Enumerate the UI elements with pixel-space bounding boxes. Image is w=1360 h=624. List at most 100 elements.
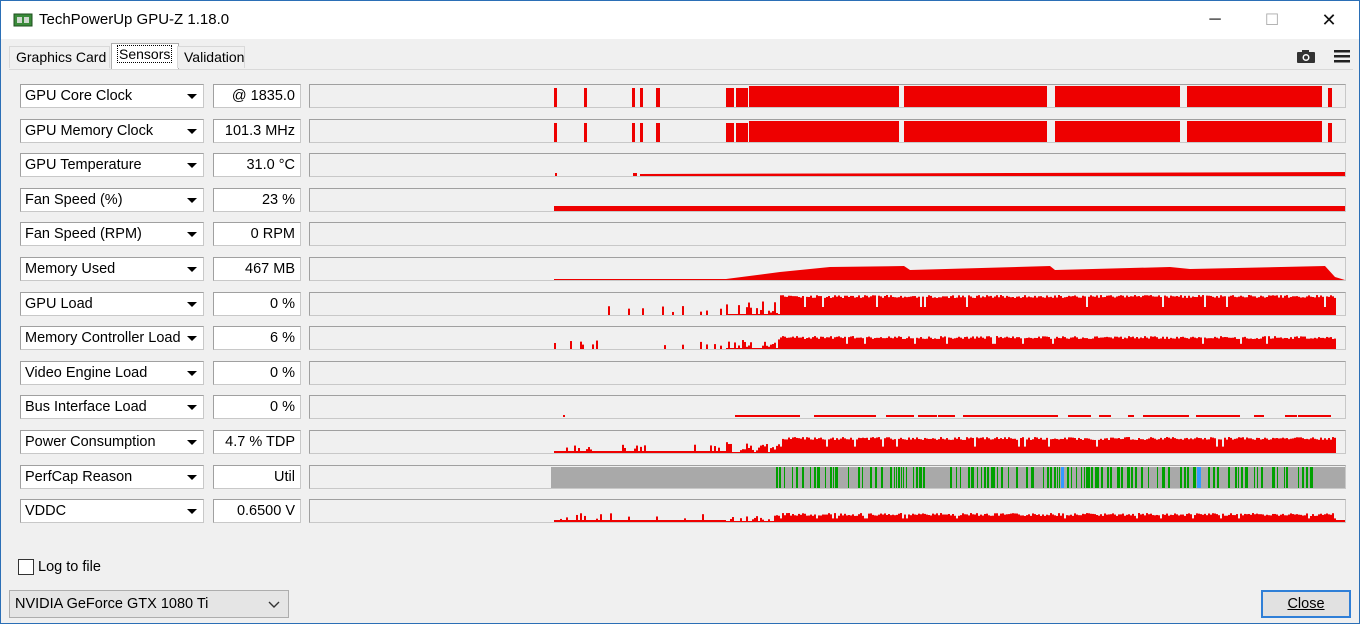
graph-mark — [1334, 338, 1336, 350]
sensor-dropdown[interactable]: GPU Temperature — [20, 153, 204, 178]
graph-mark — [980, 297, 982, 315]
sensor-dropdown[interactable]: Fan Speed (%) — [20, 187, 204, 212]
minimize-button[interactable]: ─ — [1209, 11, 1221, 28]
graph-mark — [584, 88, 587, 107]
graph-mark — [804, 439, 806, 453]
tab-validation[interactable]: Validation — [177, 46, 245, 68]
graph-mark — [1302, 438, 1304, 453]
maximize-button[interactable]: ☐ — [1264, 12, 1280, 29]
graph-mark — [912, 513, 914, 523]
graph-mark — [820, 295, 822, 315]
graph-mark — [1086, 306, 1088, 315]
graph-mark — [660, 451, 662, 453]
menu-icon[interactable] — [1331, 47, 1353, 65]
graph-mark — [1071, 466, 1072, 488]
graph-mark — [600, 451, 602, 453]
graph-mark — [551, 466, 750, 488]
graph-mark — [1170, 338, 1172, 350]
sensor-dropdown[interactable]: Memory Used — [20, 257, 204, 281]
sensor-dropdown[interactable]: GPU Load — [20, 291, 204, 316]
title-bar[interactable]: TechPowerUp GPU-Z 1.18.0 ─ ☐ ✕ — [1, 1, 1359, 39]
graph-mark — [784, 296, 786, 315]
graph-mark — [786, 338, 788, 350]
sensor-dropdown[interactable]: Power Consumption — [20, 430, 204, 454]
graph-mark — [764, 313, 766, 315]
graph-mark — [746, 516, 748, 523]
camera-icon[interactable] — [1295, 47, 1317, 65]
graph-mark — [736, 452, 738, 453]
graph-mark — [692, 451, 694, 453]
graph-mark — [1246, 338, 1248, 350]
graph-mark — [1006, 439, 1008, 453]
graph-mark — [1187, 120, 1322, 142]
graph-mark — [948, 297, 950, 315]
graph-mark — [806, 338, 808, 350]
sensor-dropdown[interactable]: VDDC — [20, 499, 204, 524]
graph-mark — [940, 437, 942, 453]
sensor-dropdown[interactable]: Bus Interface Load — [20, 395, 204, 420]
sensor-dropdown[interactable]: Memory Controller Load — [20, 326, 204, 351]
graph-mark — [1040, 295, 1042, 315]
graph-mark — [1018, 514, 1020, 523]
graph-mark — [1082, 295, 1084, 315]
graph-mark — [1070, 296, 1072, 315]
graph-mark — [1334, 437, 1336, 453]
sensor-dropdown[interactable]: Video Engine Load — [20, 360, 204, 385]
graph-mark — [963, 415, 997, 418]
graph-mark — [668, 451, 670, 453]
graph-mark — [810, 514, 812, 523]
graph-mark — [1050, 296, 1052, 315]
graph-mark — [1216, 295, 1218, 315]
sensor-dropdown[interactable]: GPU Core Clock — [20, 84, 204, 108]
graph-mark — [997, 466, 998, 488]
graph-mark — [896, 515, 898, 523]
close-button[interactable]: Close — [1261, 590, 1351, 618]
tab-sensors[interactable]: Sensors — [111, 43, 179, 69]
graph-mark — [1074, 336, 1076, 350]
graph-mark — [1300, 437, 1302, 453]
graph-mark — [1298, 296, 1300, 315]
graph-mark — [1088, 438, 1090, 453]
close-window-button[interactable]: ✕ — [1321, 9, 1337, 30]
graph-mark — [868, 513, 870, 523]
graph-mark — [774, 515, 776, 523]
tab-graphics-card[interactable]: Graphics Card — [9, 46, 110, 68]
graph-mark — [1222, 446, 1224, 453]
graph-mark — [904, 296, 906, 315]
graph-mark — [946, 438, 948, 453]
graph-mark — [1062, 466, 1064, 488]
graph-mark — [700, 520, 702, 523]
graph-mark — [926, 296, 928, 315]
graph-mark — [816, 294, 818, 315]
graph-mark — [636, 445, 638, 453]
graph-mark — [810, 466, 811, 488]
graph-mark — [558, 451, 560, 453]
graph-mark — [556, 520, 558, 523]
graph-mark — [904, 86, 1047, 107]
graph-mark — [1302, 296, 1304, 315]
graph-mark — [814, 415, 829, 418]
log-to-file-checkbox[interactable] — [18, 559, 34, 575]
graph-mark — [838, 439, 840, 453]
sensor-dropdown[interactable]: GPU Memory Clock — [20, 118, 204, 143]
graph-mark — [606, 451, 608, 453]
graph-mark — [1282, 437, 1284, 453]
graph-mark — [1324, 438, 1326, 453]
graph-mark — [1322, 439, 1324, 453]
graph-mark — [761, 415, 791, 418]
sensor-dropdown[interactable]: Fan Speed (RPM) — [20, 222, 204, 247]
graph-mark — [1322, 296, 1324, 315]
gpu-selector[interactable]: NVIDIA GeForce GTX 1080 Ti — [9, 590, 289, 618]
graph-mark — [640, 520, 642, 523]
graph-mark — [770, 521, 772, 523]
graph-mark — [1260, 439, 1262, 453]
graph-mark — [1118, 438, 1120, 453]
sensor-dropdown[interactable]: PerfCap Reason — [20, 464, 204, 489]
graph-mark — [698, 451, 700, 453]
graph-mark — [754, 313, 756, 315]
graph-mark — [630, 520, 632, 523]
graph-mark — [1112, 338, 1114, 350]
graph-mark — [1100, 438, 1102, 453]
graph-mark — [1008, 437, 1010, 453]
graph-mark — [1296, 514, 1298, 523]
